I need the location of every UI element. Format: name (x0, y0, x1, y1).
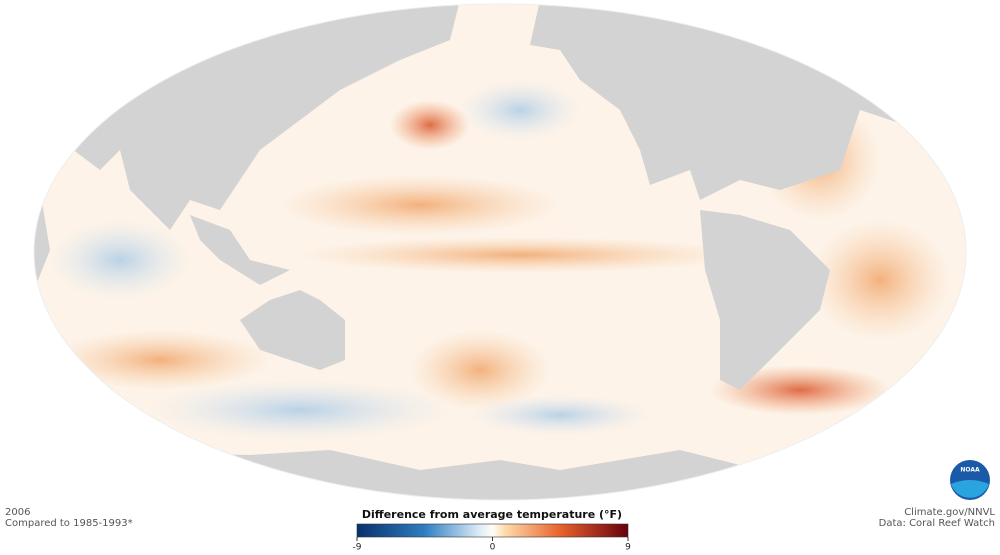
colorbar (356, 523, 629, 538)
source: Climate.gov/NNVL (904, 507, 995, 518)
noaa-logo: NOAA (950, 460, 990, 500)
baseline: Compared to 1985-1993* (5, 518, 133, 529)
globe-outline (33, 3, 967, 501)
colorbar-tick-label: 0 (490, 543, 496, 553)
colorbar-tick-label: 9 (625, 543, 631, 553)
logo-text: NOAA (960, 467, 980, 474)
legend-title: Difference from average temperature (°F) (362, 508, 622, 521)
colorbar-tick-label: -9 (353, 543, 362, 553)
year: 2006 (5, 507, 30, 518)
data-credit: Data: Coral Reef Watch (879, 518, 995, 529)
